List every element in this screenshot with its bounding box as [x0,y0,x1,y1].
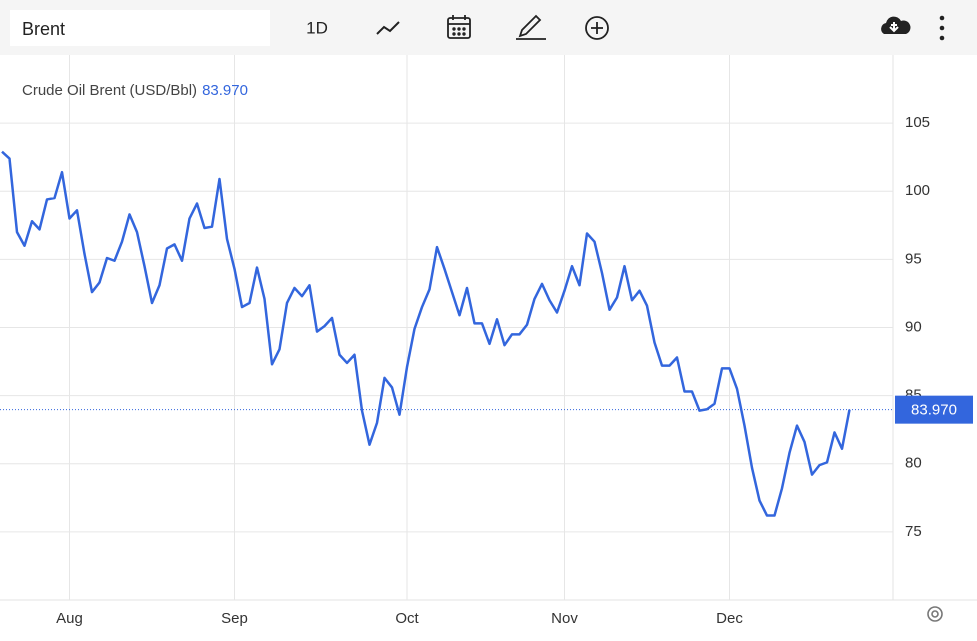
symbol-text[interactable]: Brent [22,19,65,39]
last-price-label: 83.970 [911,402,957,419]
x-tick-label: Aug [56,610,83,627]
y-tick-label: 105 [905,114,930,131]
x-tick-label: Oct [395,610,419,627]
symbol-input[interactable] [10,10,270,46]
x-tick-label: Sep [221,610,248,627]
chart-type-button[interactable] [376,21,400,35]
y-tick-label: 90 [905,318,922,335]
chart-title: Crude Oil Brent (USD/Bbl) [22,82,197,99]
y-tick-label: 75 [905,523,922,540]
y-tick-label: 80 [905,455,922,472]
add-button[interactable] [585,16,609,40]
x-tick-label: Dec [716,610,743,627]
x-tick-label: Nov [551,610,578,627]
legend-value: 83.970 [202,82,248,99]
grid [0,55,893,600]
menu-button[interactable] [939,15,945,41]
y-tick-label: 100 [905,182,930,199]
y-tick-label: 95 [905,250,922,267]
draw-button[interactable] [516,14,546,40]
download-button[interactable] [881,16,911,34]
interval-button[interactable]: 1D [306,18,328,37]
plot [0,150,893,517]
last-price-tag [895,395,973,424]
price-line [1,150,851,517]
settings-button[interactable] [927,606,943,622]
calendar-button[interactable] [447,15,471,39]
